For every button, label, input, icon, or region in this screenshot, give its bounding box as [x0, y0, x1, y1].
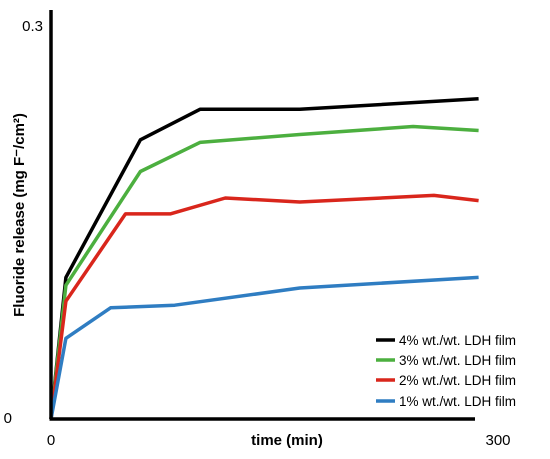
series-line-4: [49, 275, 479, 420]
legend-label-1: 4% wt./wt. LDH film: [399, 333, 516, 348]
legend-label-2: 3% wt./wt. LDH film: [399, 353, 516, 368]
x-axis-title: time (min): [251, 432, 323, 449]
y-tick-label-top: 0.3: [22, 18, 43, 35]
legend-label-4: 1% wt./wt. LDH film: [399, 394, 516, 409]
x-tick-label-left: 0: [47, 432, 55, 449]
legend-label-3: 2% wt./wt. LDH film: [399, 373, 516, 388]
series-lines: [49, 97, 479, 420]
series-line-3: [49, 193, 479, 420]
series-line-2: [49, 124, 479, 420]
y-tick-label-bottom: 0: [4, 410, 12, 427]
x-tick-label-right: 300: [485, 432, 510, 449]
legend: 4% wt./wt. LDH film 3% wt./wt. LDH film 2%…: [376, 333, 516, 409]
series-line-1: [49, 97, 479, 420]
y-axis-title: Fluoride release (mg F⁻/cm²): [11, 113, 28, 317]
